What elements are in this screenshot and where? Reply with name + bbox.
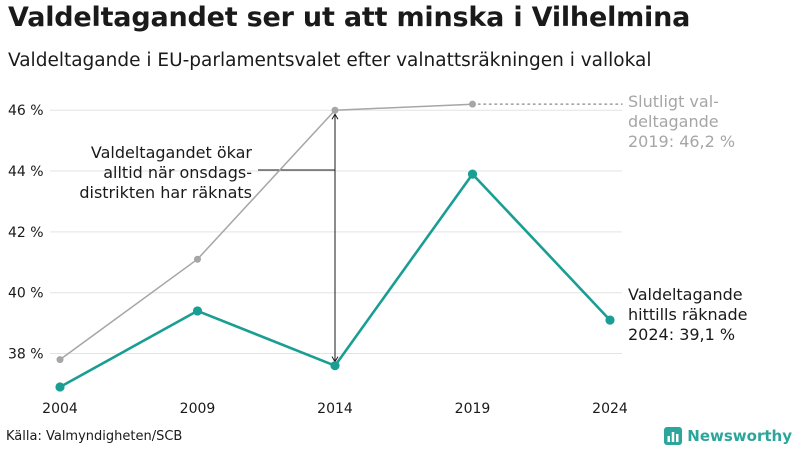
arrow-up	[331, 113, 339, 120]
counted-series-point-2014	[330, 361, 340, 371]
y-axis: 38 % 40 % 42 % 44 % 46 %	[8, 103, 44, 362]
counted-label-line: 2024: 39,1 %	[628, 325, 735, 344]
chart-title: Valdeltagandet ser ut att minska i Vilhe…	[8, 2, 691, 33]
annotation-lines	[258, 103, 623, 366]
x-tick-label: 2004	[42, 401, 78, 417]
y-tick-label: 46 %	[8, 103, 44, 119]
counted-label-line: hittills räknade	[628, 305, 747, 324]
note-label-line: distrikten har räknats	[79, 183, 252, 202]
x-tick-label: 2014	[317, 401, 353, 417]
bar-chart-icon	[664, 427, 683, 445]
brand-logo: Newsworthy	[664, 427, 792, 445]
chart-subtitle: Valdeltagande i EU-parlamentsvalet efter…	[8, 50, 652, 71]
note-label-line: Valdeltagandet ökar	[91, 143, 253, 162]
x-axis: 2004 2009 2014 2019 2024	[42, 401, 628, 417]
final-label-line: deltagande	[628, 112, 719, 131]
final-series-point-2019	[469, 100, 476, 108]
final-series-point-2014	[331, 106, 339, 114]
y-tick-label: 40 %	[8, 286, 44, 302]
final-series-point-2004	[56, 356, 64, 364]
final-series-line	[59, 103, 473, 361]
final-label-line: 2019: 46,2 %	[628, 132, 735, 151]
counted-series-point-2019	[467, 169, 478, 179]
final-label-line: Slutligt val-	[628, 92, 719, 111]
x-tick-label: 2019	[455, 401, 491, 417]
counted-series-point-2024	[605, 315, 615, 325]
note-label-line: alltid när onsdags-	[103, 163, 252, 182]
y-tick-label: 38 %	[8, 347, 44, 363]
x-tick-label: 2009	[180, 401, 216, 417]
final-series-point-2009	[194, 255, 201, 263]
x-tick-label: 2024	[592, 401, 628, 417]
y-tick-label: 42 %	[8, 225, 44, 241]
counted-label-line: Valdeltagande	[628, 285, 743, 304]
source-note: Källa: Valmyndigheten/SCB	[6, 429, 183, 444]
y-tick-label: 44 %	[8, 164, 44, 180]
brand-name: Newsworthy	[687, 427, 792, 445]
series-layer	[55, 100, 615, 392]
counted-series-point-2004	[55, 382, 65, 392]
counted-series-point-2009	[192, 306, 203, 316]
